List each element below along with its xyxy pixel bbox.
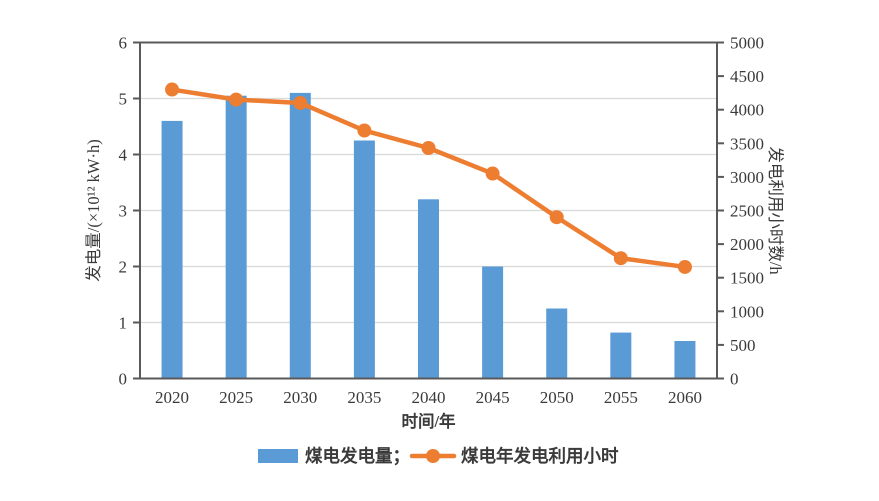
line-marker-2030 (293, 95, 308, 110)
legend-bar-swatch (258, 449, 298, 463)
x-tick-label: 2060 (668, 388, 702, 407)
y-tick-label-right: 4000 (730, 101, 764, 120)
bar-2030 (289, 92, 311, 379)
y-tick-label-left: 5 (119, 89, 128, 108)
line-marker-2055 (613, 251, 628, 266)
legend-line-label: 煤电年发电利用小时 (461, 446, 619, 466)
x-tick-label: 2035 (347, 388, 381, 407)
y-tick-label-right: 2000 (730, 235, 764, 254)
line-marker-2025 (229, 92, 244, 107)
y-tick-label-left: 1 (119, 313, 128, 332)
line-marker-2060 (677, 259, 692, 274)
x-tick-label: 2050 (540, 388, 574, 407)
x-tick-label: 2055 (604, 388, 638, 407)
line-marker-2050 (549, 210, 564, 225)
y-tick-label-right: 1500 (730, 269, 764, 288)
line-marker-2035 (357, 123, 372, 138)
bar-2025 (225, 95, 247, 379)
x-tick-label: 2045 (476, 388, 510, 407)
legend-line-marker (426, 449, 440, 463)
y-tick-label-left: 2 (119, 257, 128, 276)
y-axis-title-left: 发电量/(×10¹² kW·h) (84, 139, 103, 281)
line-series (165, 82, 692, 274)
line-marker-2020 (165, 82, 180, 97)
y-tick-label-left: 4 (119, 145, 128, 164)
y-tick-label-right: 0 (730, 369, 739, 388)
y-tick-label-left: 3 (119, 201, 128, 220)
legend-bar-label: 煤电发电量； (305, 446, 410, 466)
line-marker-2045 (485, 166, 500, 181)
y-tick-label-right: 2500 (730, 201, 764, 220)
x-axis: 2020 2025 2030 2035 2040 2045 2050 2055 2060 (155, 388, 702, 407)
x-tick-label: 2025 (219, 388, 253, 407)
x-axis-title: 时间/年 (401, 411, 456, 431)
line-marker-2040 (421, 141, 436, 156)
bar-2020 (161, 120, 183, 379)
bar-2045 (482, 266, 504, 379)
bar-2055 (610, 332, 632, 379)
y-axis-title-right: 发电利用小时数/h (766, 146, 785, 275)
bar-2050 (546, 308, 568, 379)
x-tick-label: 2040 (412, 388, 446, 407)
x-tick-label: 2030 (283, 388, 317, 407)
y-tick-label-right: 5000 (730, 33, 764, 52)
bar-2060 (674, 340, 696, 379)
y-tick-label-left: 6 (119, 33, 128, 52)
x-tick-label: 2020 (155, 388, 189, 407)
y-tick-label-right: 4500 (730, 67, 764, 86)
y-tick-label-right: 3000 (730, 168, 764, 187)
legend: 煤电发电量； 煤电年发电利用小时 (258, 446, 619, 466)
y-tick-label-right: 3500 (730, 134, 764, 153)
y-axis-left: 0 1 2 3 4 5 6 (119, 33, 140, 388)
bar-2040 (418, 199, 439, 379)
y-tick-label-left: 0 (119, 369, 128, 388)
y-tick-label-right: 500 (730, 336, 756, 355)
y-axis-right: 0 500 1000 1500 2000 2500 3000 3500 4000 4500 5000 (717, 33, 764, 388)
bar-series (161, 92, 696, 379)
bar-2035 (353, 140, 375, 379)
y-tick-label-right: 1000 (730, 302, 764, 321)
